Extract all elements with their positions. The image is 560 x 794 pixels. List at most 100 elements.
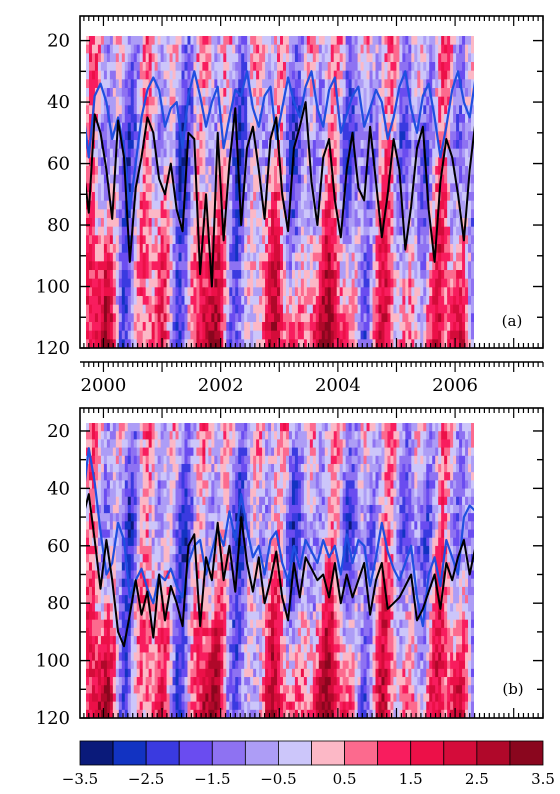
heatmap-cell (175, 235, 180, 245)
heatmap-cell (411, 157, 415, 167)
heatmap-cell (435, 270, 439, 280)
heatmap-cell (294, 330, 299, 340)
heatmap-cell (333, 209, 338, 219)
heatmap-cell (136, 313, 141, 323)
heatmap-cell (130, 88, 135, 98)
heatmap-cell (405, 200, 409, 210)
heatmap-cell (202, 330, 206, 340)
heatmap-cell (357, 287, 362, 297)
heatmap-cell (399, 218, 403, 228)
heatmap-cell (91, 244, 96, 254)
heatmap-cell (306, 287, 311, 297)
heatmap-cell (423, 339, 427, 348)
heatmap-cell (336, 183, 341, 193)
heatmap-cell (336, 200, 341, 210)
heatmap-cell (432, 88, 436, 98)
heatmap-cell (420, 209, 424, 219)
heatmap-cell (372, 53, 377, 63)
heatmap-cell (163, 339, 168, 348)
heatmap-cell (142, 62, 147, 72)
heatmap-cell (226, 70, 230, 80)
heatmap-cell (86, 330, 90, 340)
heatmap-cell (214, 36, 218, 46)
heatmap-cell (411, 330, 415, 340)
heatmap-cell (420, 114, 424, 124)
heatmap-cell (423, 122, 427, 132)
heatmap-cell (282, 96, 287, 106)
heatmap-cell (229, 261, 233, 271)
heatmap-cell (271, 322, 275, 332)
heatmap-cell (103, 70, 108, 80)
heatmap-cell (178, 252, 183, 262)
heatmap-cell (211, 183, 215, 193)
heatmap-cell (450, 209, 454, 219)
heatmap-cell (205, 270, 209, 280)
heatmap-cell (357, 70, 362, 80)
heatmap-cell (336, 157, 341, 167)
heatmap-cell (333, 183, 338, 193)
heatmap-cell (166, 304, 171, 314)
heatmap-cell (372, 270, 377, 280)
heatmap-cell (103, 218, 108, 228)
heatmap-cell (202, 287, 206, 297)
heatmap-cell (130, 287, 135, 297)
heatmap-cell (247, 62, 251, 72)
heatmap-cell (226, 62, 230, 72)
heatmap-cell (465, 244, 469, 254)
heatmap-cell (447, 53, 451, 63)
heatmap-cell (97, 183, 102, 193)
heatmap-cell (217, 122, 221, 132)
heatmap-cell (190, 157, 195, 167)
heatmap-cell (453, 218, 457, 228)
heatmap-cell (282, 105, 287, 115)
heatmap-cell (396, 53, 400, 63)
heatmap-cell (390, 36, 395, 46)
heatmap-cell (127, 183, 132, 193)
heatmap-cell (378, 330, 383, 340)
heatmap-cell (106, 244, 111, 254)
heatmap-cell (169, 287, 174, 297)
heatmap-cell (250, 70, 254, 80)
heatmap-cell (205, 278, 209, 288)
heatmap-cell (109, 322, 114, 332)
heatmap-cell (462, 252, 466, 262)
heatmap-cell (97, 339, 102, 348)
heatmap-cell (94, 287, 99, 297)
heatmap-cell (187, 174, 192, 184)
heatmap-cell (414, 270, 418, 280)
heatmap-cell (303, 62, 308, 72)
heatmap-cell (366, 53, 371, 63)
heatmap-cell (417, 330, 421, 340)
heatmap-cell (297, 252, 302, 262)
heatmap-cell (172, 88, 177, 98)
heatmap-cell (220, 88, 224, 98)
heatmap-cell (157, 114, 162, 124)
heatmap-cell (441, 218, 445, 228)
heatmap-cell (211, 105, 215, 115)
heatmap-cell (142, 200, 147, 210)
heatmap-cell (414, 304, 418, 314)
heatmap-cell (438, 304, 442, 314)
heatmap-cell (345, 122, 350, 132)
heatmap-cell (411, 322, 415, 332)
heatmap-cell (405, 148, 409, 158)
heatmap-cell (342, 278, 347, 288)
heatmap-cell (348, 166, 353, 176)
heatmap-cell (363, 200, 368, 210)
heatmap-cell (357, 270, 362, 280)
heatmap-cell (154, 96, 159, 106)
heatmap-cell (426, 62, 430, 72)
heatmap-cell (414, 252, 418, 262)
heatmap-cell (321, 96, 326, 106)
heatmap-cell (133, 105, 138, 115)
heatmap-cell (384, 79, 389, 89)
heatmap-cell (145, 330, 150, 340)
heatmap-cell (288, 339, 293, 348)
heatmap-cell (235, 79, 239, 89)
heatmap-cell (327, 157, 332, 167)
heatmap-cell (118, 183, 123, 193)
heatmap-cell (441, 261, 445, 271)
heatmap-cell (232, 304, 236, 314)
heatmap-cell (354, 36, 359, 46)
heatmap-cell (196, 330, 201, 340)
